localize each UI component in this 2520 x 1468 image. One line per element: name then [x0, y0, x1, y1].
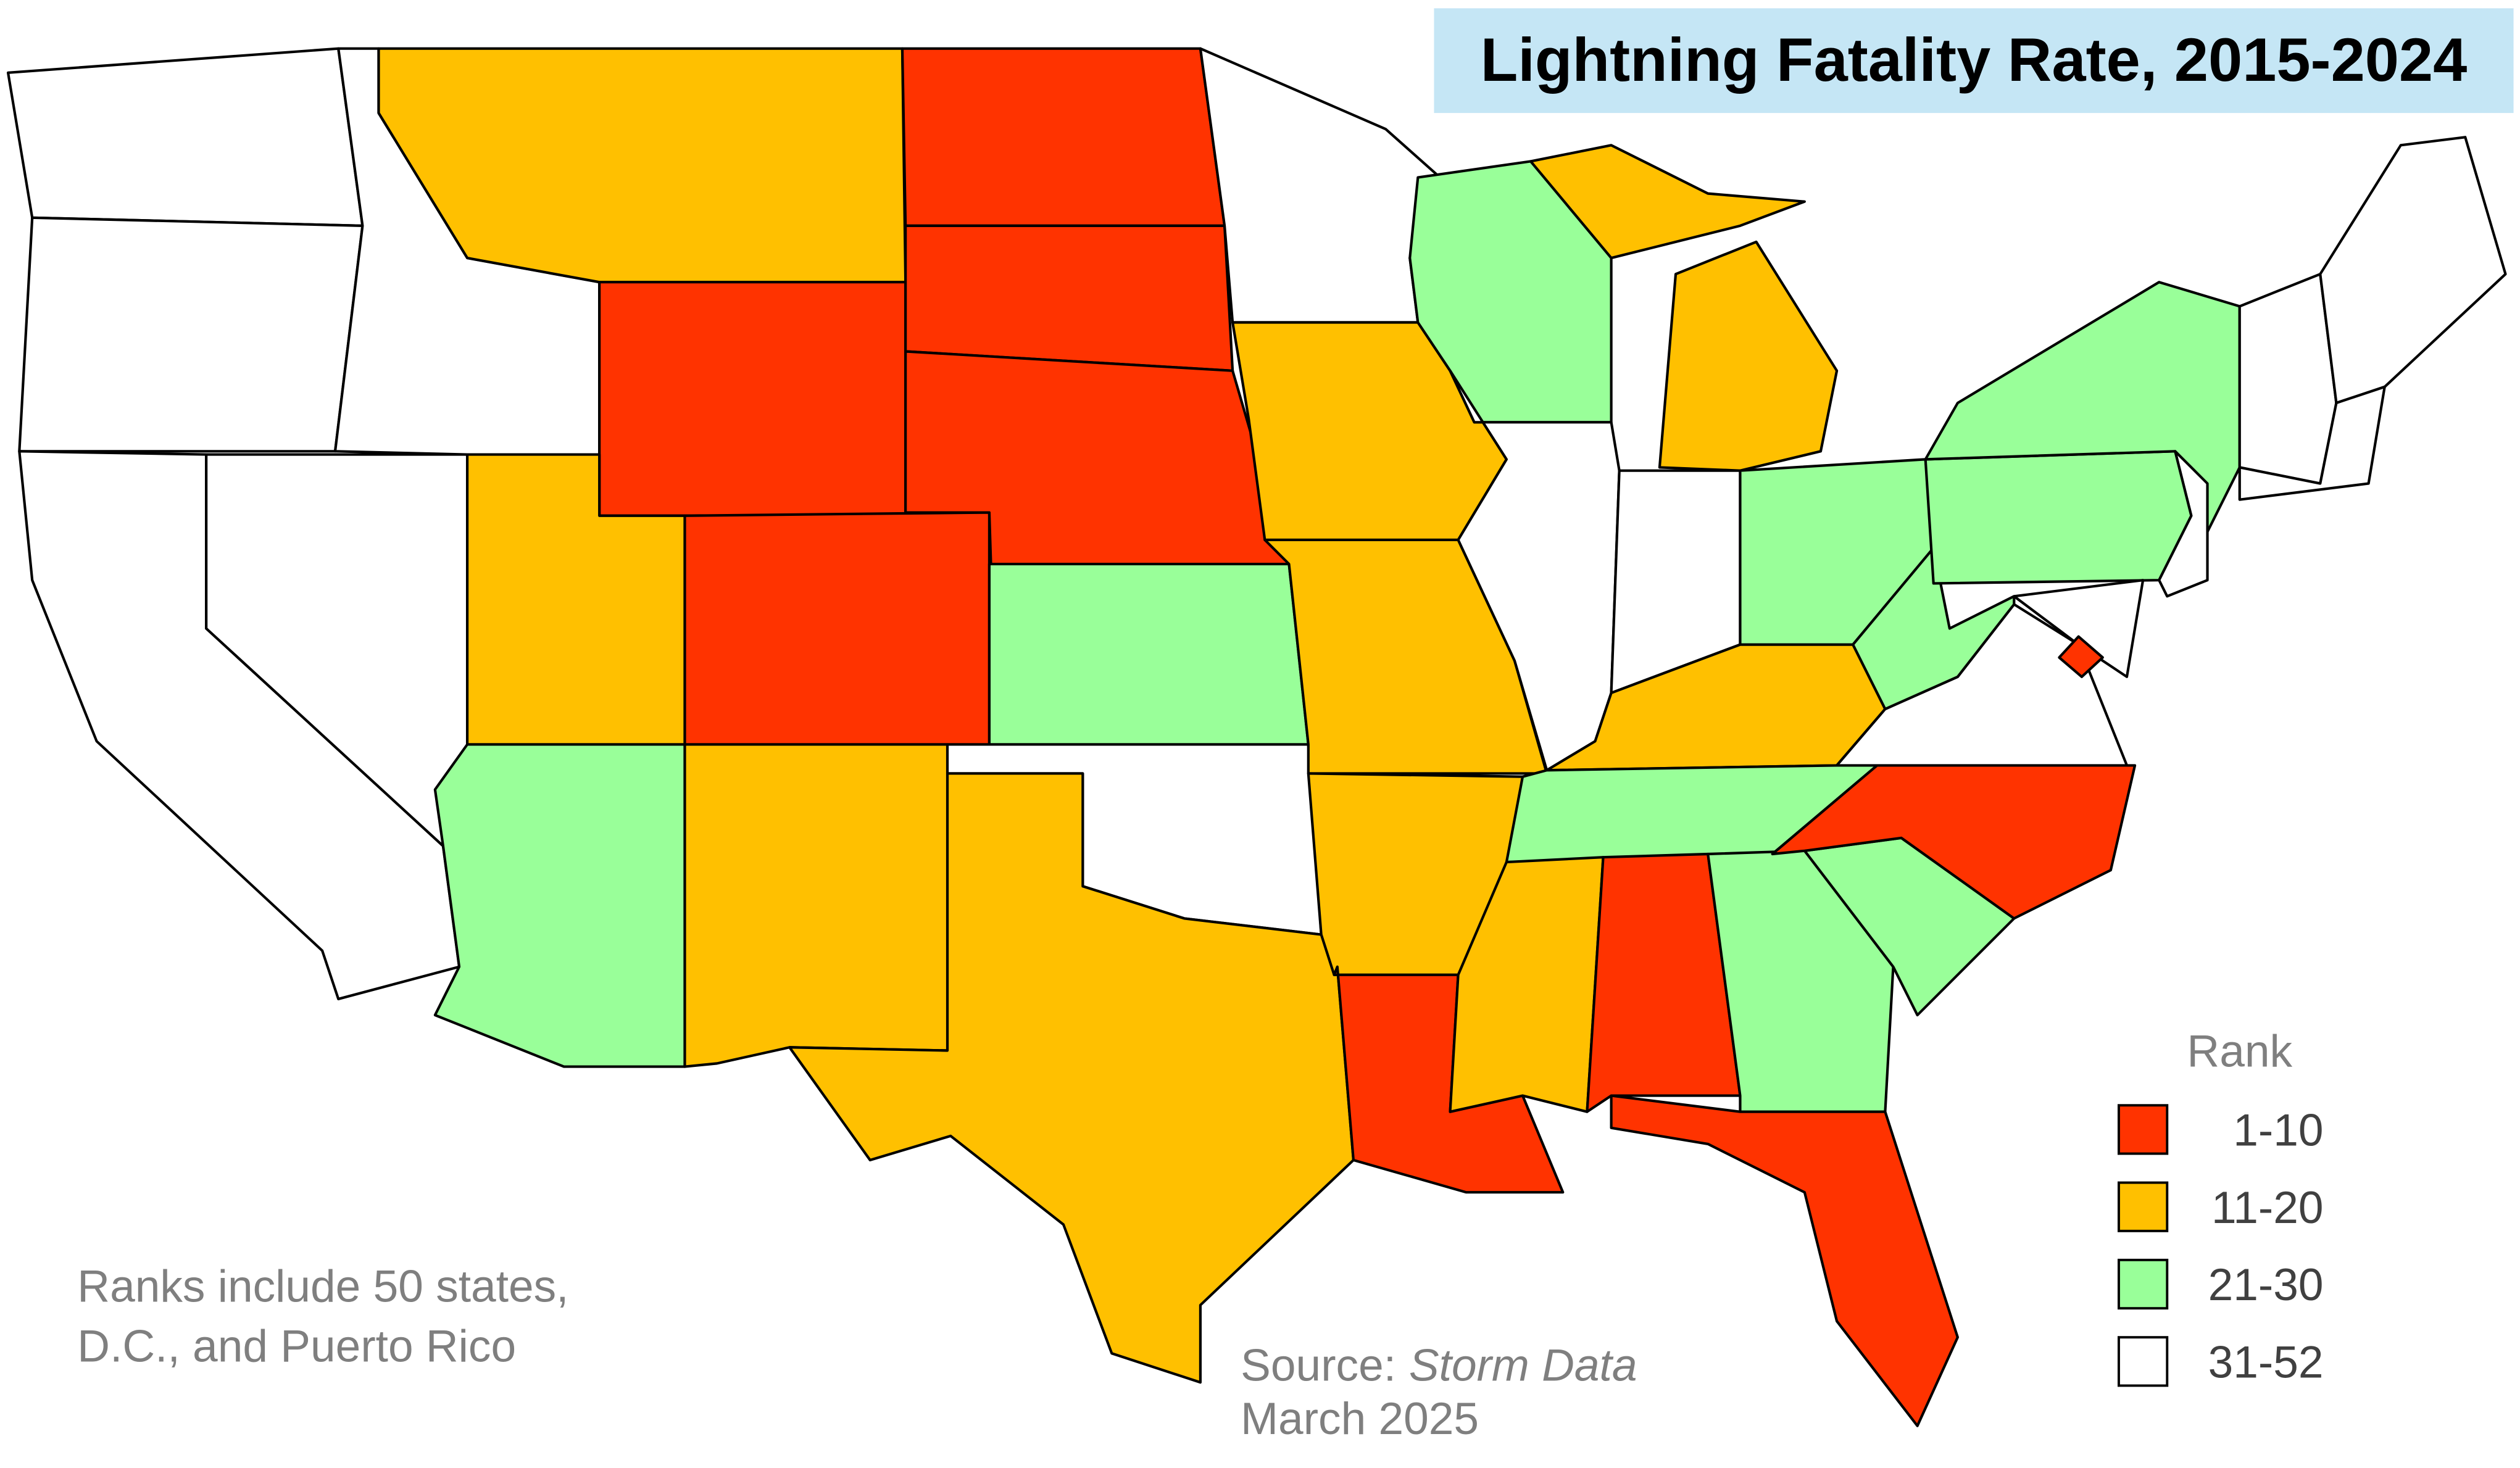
source-label: Source:: [1241, 1341, 1396, 1391]
states: [6, 47, 2507, 1427]
state: [2058, 635, 2104, 678]
state: [2238, 273, 2338, 485]
legend-label: 31-52: [2208, 1337, 2324, 1387]
legend-swatch: [2117, 1181, 2169, 1232]
state: [598, 281, 907, 517]
state: [1924, 281, 2241, 533]
state: [683, 511, 991, 746]
state: [2158, 450, 2209, 598]
state: [1610, 1094, 1959, 1427]
legend-label: 1-10: [2233, 1106, 2323, 1156]
state: [2238, 385, 2386, 501]
state: [2013, 579, 2145, 678]
legend-label: 11-20: [2211, 1183, 2323, 1233]
note: D.C., and Puerto Rico: [77, 1321, 516, 1371]
source: Source: Storm Data: [1241, 1341, 1637, 1391]
legend-label: 21-30: [2208, 1260, 2324, 1310]
state: [18, 216, 364, 453]
state: [904, 224, 1234, 372]
state: [2319, 136, 2507, 405]
state: [683, 743, 949, 1068]
state: [433, 743, 686, 1068]
source-name: Storm Data: [1409, 1341, 1637, 1391]
state: [1924, 450, 2193, 585]
state: [6, 47, 364, 227]
legend-swatch: [2117, 1258, 2169, 1310]
legend-swatch: [2117, 1104, 2169, 1155]
source-date: March 2025: [1241, 1394, 1479, 1444]
state: [1658, 240, 1839, 472]
legend-title: Rank: [2187, 1027, 2292, 1077]
state: [788, 772, 1355, 1384]
legend: 1-10 11-20 21-30 31-52: [2117, 1104, 2324, 1387]
note: Ranks include 50 states,: [77, 1262, 568, 1312]
state: [900, 47, 1226, 227]
legend-swatch: [2117, 1336, 2169, 1387]
state: [1529, 144, 1806, 260]
state: [1586, 852, 1742, 1113]
title: Lightning Fatality Rate, 2015-2024: [1481, 26, 2467, 94]
state: [988, 562, 1310, 746]
title-box: [1434, 8, 2514, 114]
